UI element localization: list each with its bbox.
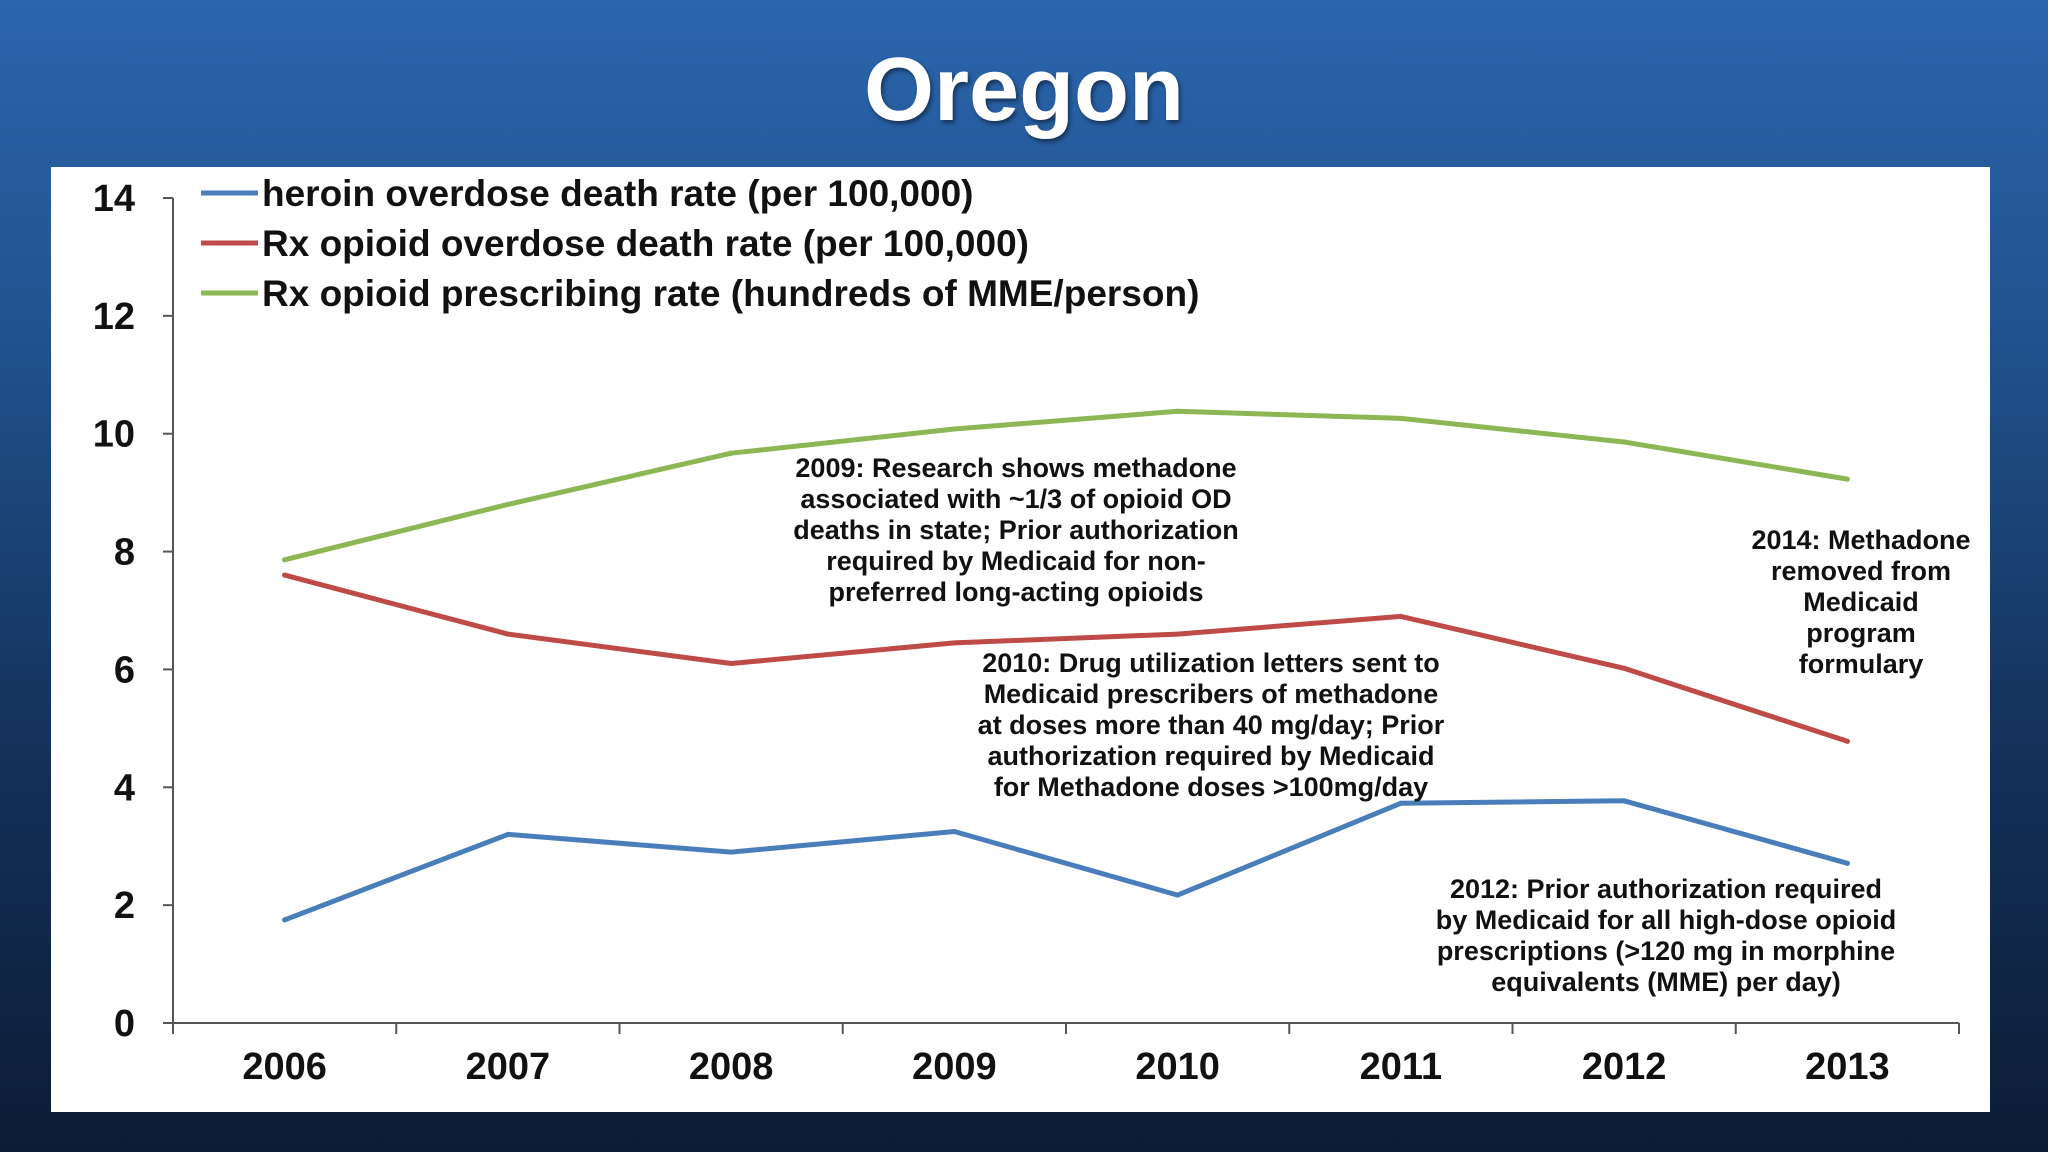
x-tick-label: 2007 [466, 1046, 551, 1088]
x-tick-label: 2010 [1135, 1046, 1220, 1088]
data-point [728, 450, 734, 456]
data-point [1175, 408, 1181, 414]
data-point [1621, 798, 1627, 804]
data-point [505, 631, 511, 637]
y-tick-label: 2 [114, 885, 135, 927]
y-tick-label: 14 [93, 178, 135, 220]
y-tick-label: 0 [114, 1003, 135, 1045]
legend-label-1: Rx opioid overdose death rate (per 100,0… [262, 223, 1029, 264]
annotation-2012: 2012: Prior authorization required by Me… [1435, 874, 1897, 997]
series-line-0 [282, 798, 1850, 923]
x-tick-label: 2011 [1360, 1046, 1442, 1088]
data-point [282, 917, 288, 923]
data-point [951, 828, 957, 834]
data-point [728, 661, 734, 667]
annotation-2014: 2014: Methadone removed from Medicaid pr… [1751, 525, 1971, 679]
y-tick-label: 4 [114, 767, 135, 809]
series-line-1 [282, 572, 1850, 744]
data-point [951, 426, 957, 432]
data-point [1621, 439, 1627, 445]
data-point [728, 849, 734, 855]
axes: 0 2 4 6 8 10 12 14 2006 2007 2008 2009 2010 2011 2012 2… [93, 178, 1960, 1088]
legend-label-0: heroin overdose death rate (per 100,000) [262, 173, 974, 214]
data-point [505, 831, 511, 837]
line-chart: 0 2 4 6 8 10 12 14 2006 2007 2008 2009 2010 2011 2012 2… [93, 173, 1960, 1088]
data-point [1621, 665, 1627, 671]
data-point [282, 557, 288, 563]
y-tick-label: 6 [114, 649, 135, 691]
data-point [505, 501, 511, 507]
chart-panel: 0 2 4 6 8 10 12 14 2006 2007 2008 2009 2010 2011 2012 2… [51, 167, 1990, 1112]
legend-label-2: Rx opioid prescribing rate (hundreds of … [262, 273, 1199, 314]
data-point [1398, 415, 1404, 421]
slide-title: Oregon [863, 40, 1184, 140]
x-tick-label: 2009 [912, 1046, 997, 1088]
y-tick-label: 8 [114, 532, 135, 574]
x-tick-label: 2008 [689, 1046, 774, 1088]
data-point [1175, 892, 1181, 898]
series-lines [282, 408, 1850, 923]
data-point [1844, 860, 1850, 866]
x-tick-label: 2006 [242, 1046, 327, 1088]
data-point [1844, 476, 1850, 482]
y-tick-label: 10 [93, 414, 135, 456]
data-point [1844, 738, 1850, 744]
series-line-2 [282, 408, 1850, 563]
data-point [1398, 800, 1404, 806]
annotation-2010: 2010: Drug utilization letters sent to M… [977, 648, 1445, 802]
x-tick-label: 2013 [1805, 1046, 1890, 1088]
x-tick-label: 2012 [1582, 1046, 1667, 1088]
y-tick-label: 12 [93, 296, 135, 338]
data-point [282, 572, 288, 578]
legend: heroin overdose death rate (per 100,000)… [201, 173, 1199, 314]
data-point [1398, 613, 1404, 619]
data-point [1175, 631, 1181, 637]
annotation-2009: 2009: Research shows methadone associate… [793, 453, 1239, 607]
data-point [951, 640, 957, 646]
